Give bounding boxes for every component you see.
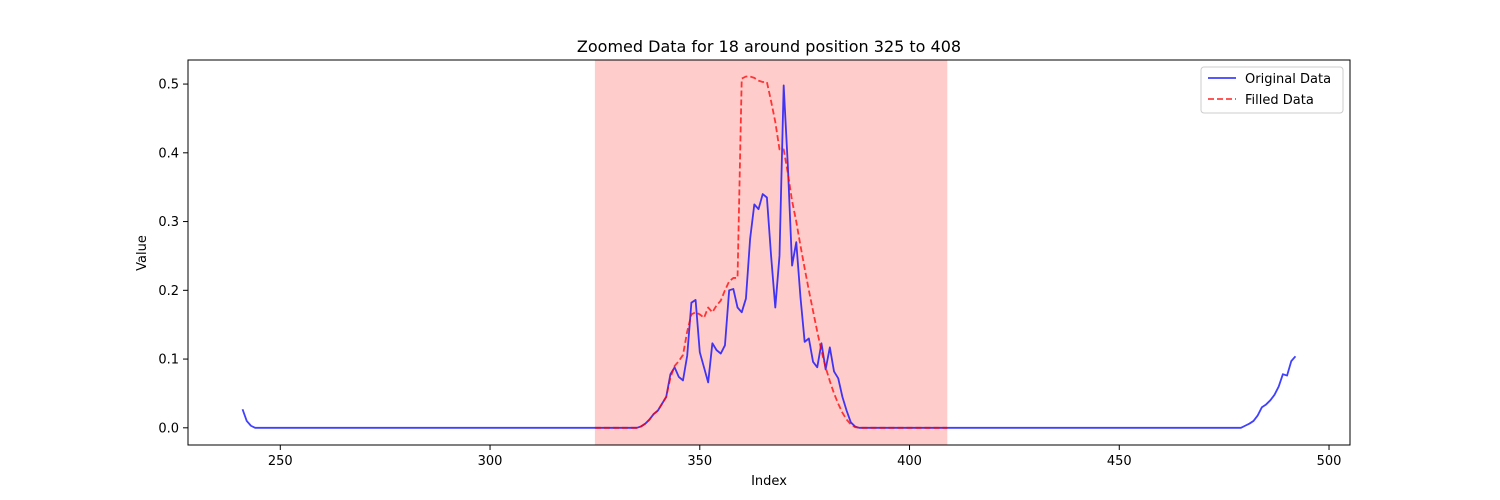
y-tick-label: 0.3 xyxy=(158,215,179,230)
y-tick-label: 0.4 xyxy=(158,146,179,161)
chart-title: Zoomed Data for 18 around position 325 t… xyxy=(577,37,961,56)
legend-box xyxy=(1200,66,1344,114)
plot-area xyxy=(188,60,1350,445)
legend-label-original: Original Data xyxy=(1245,72,1331,87)
x-axis-label: Index xyxy=(751,474,787,489)
x-axis: 250 300 350 400 450 500 xyxy=(268,445,1342,469)
x-tick-label: 400 xyxy=(897,454,922,469)
legend-label-filled: Filled Data xyxy=(1245,93,1314,108)
y-tick-label: 0.0 xyxy=(158,421,179,436)
x-tick-label: 500 xyxy=(1317,454,1342,469)
x-tick-label: 300 xyxy=(478,454,503,469)
y-tick-label: 0.2 xyxy=(158,284,179,299)
y-axis: 0.0 0.1 0.2 0.3 0.4 0.5 xyxy=(158,78,188,436)
y-tick-label: 0.5 xyxy=(158,78,179,93)
series-line-original-data xyxy=(241,84,1297,429)
x-tick-label: 450 xyxy=(1107,454,1132,469)
legend: Original Data Filled Data xyxy=(1200,66,1344,114)
series-line-filled-data xyxy=(594,75,948,429)
series-layer xyxy=(241,75,1297,429)
x-tick-label: 250 xyxy=(268,454,293,469)
plot-frame xyxy=(187,59,1351,446)
x-tick-label: 350 xyxy=(687,454,712,469)
y-tick-label: 0.1 xyxy=(158,353,179,368)
y-axis-label: Value xyxy=(135,235,150,271)
